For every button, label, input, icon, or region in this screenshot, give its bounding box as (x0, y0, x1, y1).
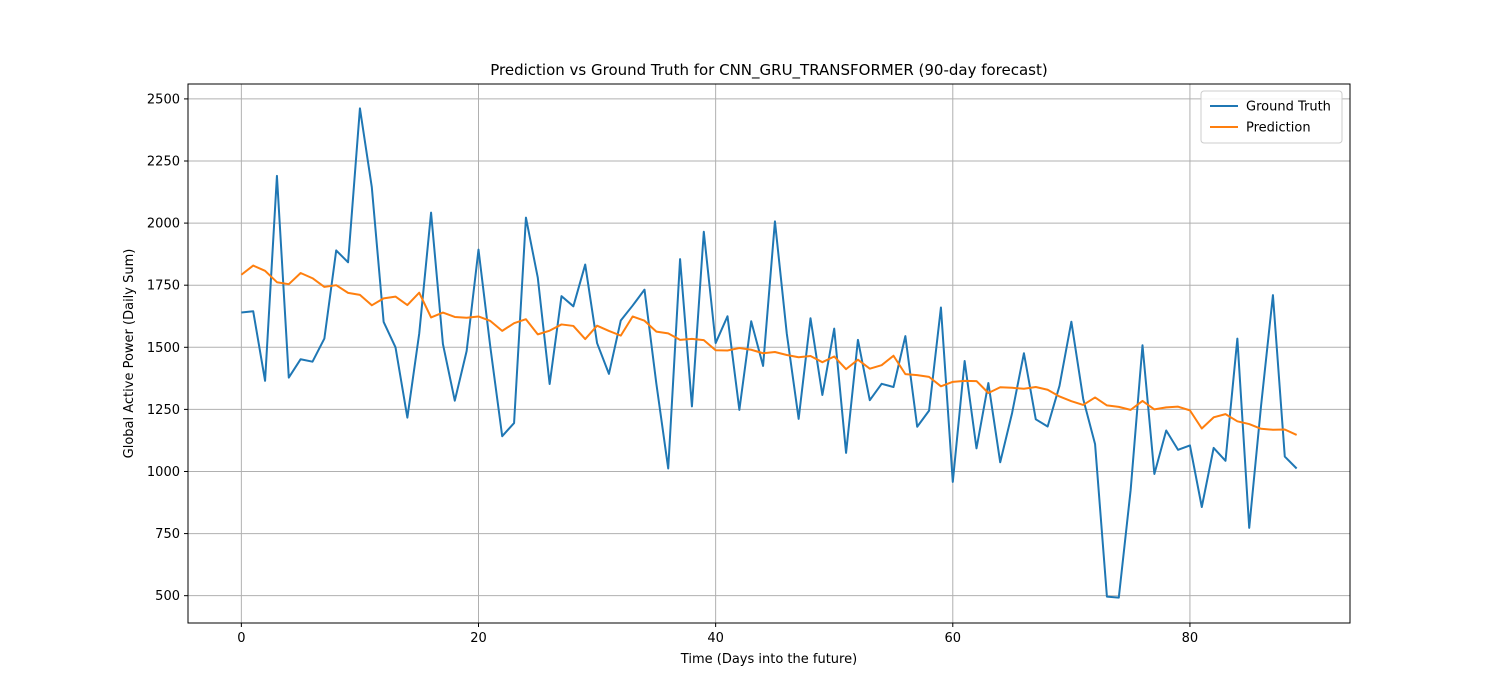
legend-box (1200, 90, 1343, 144)
x-tick-label: 20 (470, 631, 487, 646)
y-tick-label: 1000 (147, 465, 180, 480)
x-tick-label: 0 (237, 631, 245, 646)
legend-label: Prediction (1246, 121, 1311, 136)
y-tick-label: 500 (155, 589, 180, 604)
y-tick-label: 2500 (147, 92, 180, 107)
x-axis-label: Time (Days into the future) (680, 652, 857, 667)
plot-frame (187, 83, 1351, 624)
y-tick-label: 1500 (147, 341, 180, 356)
grid (188, 84, 1350, 623)
legend-label: Ground Truth (1246, 100, 1331, 115)
series-lines (240, 107, 1298, 599)
y-tick-label: 1250 (147, 403, 180, 418)
x-tick-label: 80 (1182, 631, 1199, 646)
y-tick-label: 2250 (147, 155, 180, 170)
y-tick-label: 750 (155, 527, 180, 542)
x-tick-label: 40 (707, 631, 724, 646)
y-axis-label: Global Active Power (Daily Sum) (122, 249, 137, 459)
x-tick-label: 60 (945, 631, 962, 646)
series-line-ground-truth (241, 107, 1298, 599)
chart-title: Prediction vs Ground Truth for CNN_GRU_T… (490, 61, 1047, 80)
y-tick-label: 1750 (147, 279, 180, 294)
axis-ticks: 0 20 40 60 80 500 750 1000 1250 1500 1750 2000 2250 2… (147, 92, 1198, 646)
legend: Ground Truth Prediction (1200, 90, 1343, 144)
y-tick-label: 2000 (147, 217, 180, 232)
series-line-prediction (240, 264, 1298, 436)
